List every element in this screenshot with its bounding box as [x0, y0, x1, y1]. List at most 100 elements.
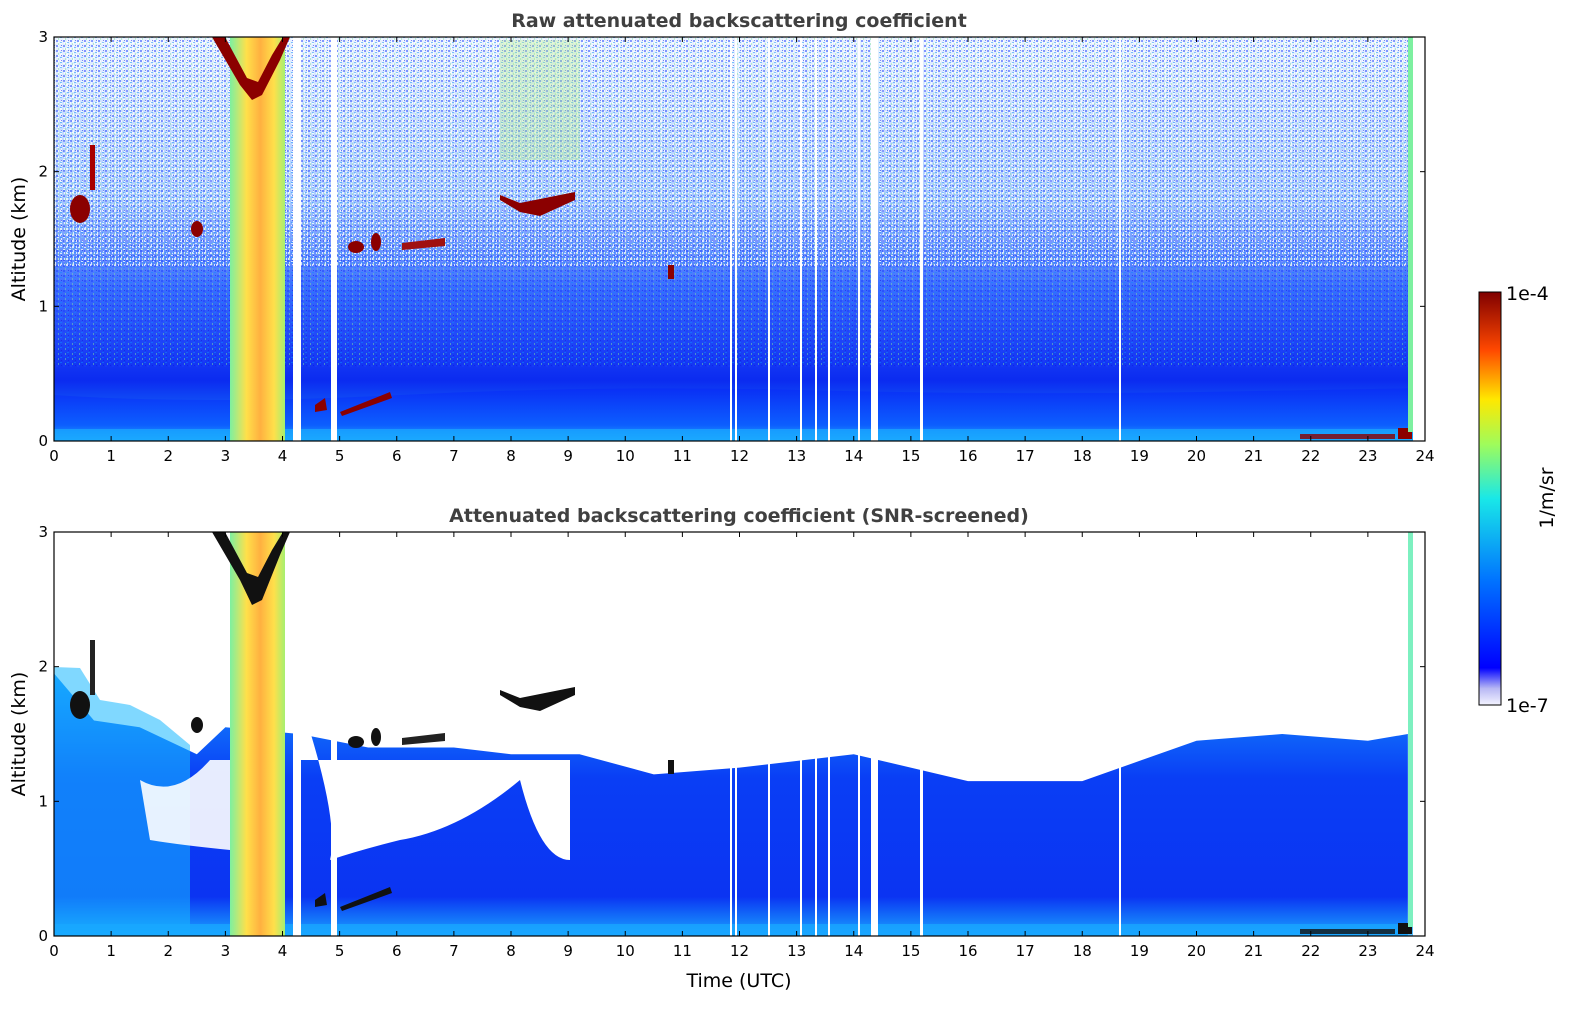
x-tick-label: 4 [278, 942, 288, 960]
y-tick-label: 0 [38, 927, 48, 945]
raw-aerosol-plume [230, 37, 285, 441]
raw-y-axis-label: Altitude (km) [8, 177, 30, 302]
x-tick-label: 9 [563, 447, 573, 465]
x-tick-label: 6 [392, 447, 402, 465]
raw-clouds [70, 37, 1412, 439]
x-tick-label: 5 [335, 447, 345, 465]
x-tick-label: 16 [958, 942, 977, 960]
x-tick-label: 10 [616, 942, 635, 960]
x-tick-label: 12 [730, 447, 749, 465]
screened-gap [331, 532, 337, 936]
raw-cloud-a2 [90, 145, 95, 190]
raw-haze-8utc [500, 40, 580, 160]
panel-raw: Raw attenuated backscattering coefficien… [8, 10, 1435, 465]
panel-screened: Attenuated backscattering coefficient (S… [8, 505, 1435, 992]
raw-endstrip [1408, 37, 1413, 432]
screened-gap [800, 532, 802, 936]
raw-gap [768, 37, 770, 441]
x-axis-label: Time (UTC) [685, 970, 791, 992]
raw-surface-cloud [1300, 434, 1395, 439]
raw-y-axis: 0 1 2 3 [38, 28, 1425, 450]
screened-gaps [293, 532, 1425, 936]
colorbar-label: 1/m/sr [1536, 467, 1558, 528]
x-tick-label: 14 [844, 942, 863, 960]
raw-gap [730, 37, 732, 441]
screened-surface-cloud [1300, 929, 1395, 934]
screened-cloud-e [500, 687, 575, 711]
screened-cloud-a [70, 691, 90, 719]
raw-gap [1119, 37, 1121, 441]
y-tick-label: 1 [38, 297, 48, 315]
raw-gap [871, 37, 878, 441]
screened-cloud-c [348, 736, 364, 748]
y-tick-label: 1 [38, 792, 48, 810]
screened-gap [871, 532, 878, 936]
x-tick-label: 14 [844, 447, 863, 465]
screened-y-axis: 0 1 2 3 [38, 523, 1425, 945]
x-tick-label: 0 [49, 447, 59, 465]
x-tick-label: 1 [106, 942, 116, 960]
x-tick-label: 21 [1244, 447, 1263, 465]
raw-x-axis: 0 1 2 3 4 5 6 7 8 9 10 11 12 13 14 15 16 17 18 19 20 21 22 23 24 [49, 37, 1435, 465]
colorbar-min-label: 1e-7 [1506, 695, 1549, 717]
x-tick-label: 22 [1301, 942, 1320, 960]
x-tick-label: 23 [1358, 447, 1377, 465]
x-tick-label: 7 [449, 447, 459, 465]
x-tick-label: 0 [49, 942, 59, 960]
raw-cloud-e [500, 192, 575, 216]
x-tick-label: 12 [730, 942, 749, 960]
raw-cloud-b [191, 221, 203, 237]
screened-gap [828, 532, 830, 936]
raw-gaps [293, 37, 1425, 441]
panel-raw-title: Raw attenuated backscattering coefficien… [511, 10, 967, 32]
x-tick-label: 22 [1301, 447, 1320, 465]
screened-cloud-top [212, 532, 290, 605]
x-tick-label: 23 [1358, 942, 1377, 960]
screened-gap [815, 532, 817, 936]
x-tick-label: 17 [1016, 447, 1035, 465]
screened-gap [858, 532, 860, 936]
x-tick-label: 24 [1415, 942, 1434, 960]
x-tick-label: 19 [1130, 942, 1149, 960]
x-tick-label: 3 [221, 447, 231, 465]
screened-x-axis: 0 1 2 3 4 5 6 7 8 9 10 11 12 13 14 15 16 17 18 19 20 21 22 23 24 [49, 532, 1435, 960]
x-tick-label: 20 [1187, 447, 1206, 465]
y-tick-label: 2 [38, 163, 48, 181]
y-tick-label: 3 [38, 28, 48, 46]
raw-cloud-low2 [340, 392, 392, 416]
x-tick-label: 10 [616, 447, 635, 465]
screened-gap [1119, 532, 1121, 936]
x-tick-label: 19 [1130, 447, 1149, 465]
screened-cloud-d [402, 733, 445, 745]
x-tick-label: 9 [563, 942, 573, 960]
x-tick-label: 2 [163, 942, 173, 960]
x-tick-label: 17 [1016, 942, 1035, 960]
y-tick-label: 0 [38, 432, 48, 450]
raw-cloud-d [402, 238, 445, 250]
screened-y-axis-label: Altitude (km) [8, 672, 30, 797]
x-tick-label: 2 [163, 447, 173, 465]
screened-cloud-low1 [315, 893, 327, 907]
x-tick-label: 1 [106, 447, 116, 465]
x-tick-label: 15 [901, 942, 920, 960]
colorbar-scale [1478, 291, 1502, 706]
raw-cloud-f [668, 265, 674, 279]
raw-cloud-a [70, 195, 90, 223]
raw-gap [331, 37, 337, 441]
x-tick-label: 18 [1073, 942, 1092, 960]
x-tick-label: 20 [1187, 942, 1206, 960]
raw-surface-cloud2 [1398, 428, 1412, 439]
screened-gap-region [300, 700, 570, 860]
screened-endstrip [1408, 532, 1413, 927]
raw-cloud-c2 [371, 233, 381, 251]
screened-gap [920, 532, 923, 936]
x-tick-label: 21 [1244, 942, 1263, 960]
x-tick-label: 18 [1073, 447, 1092, 465]
x-tick-label: 5 [335, 942, 345, 960]
screened-cloud-a2 [90, 640, 95, 695]
x-tick-label: 24 [1415, 447, 1434, 465]
x-tick-label: 16 [958, 447, 977, 465]
raw-boundary-layer [54, 388, 1425, 441]
raw-gap [293, 37, 301, 441]
